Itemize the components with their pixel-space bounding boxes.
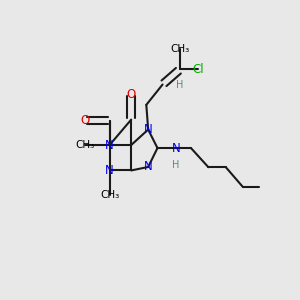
Text: N: N [105,164,114,177]
Text: H: H [172,160,179,170]
Text: N: N [144,123,152,136]
Text: N: N [172,142,180,154]
Text: O: O [80,114,90,127]
Text: O: O [127,88,136,101]
Text: Cl: Cl [193,63,204,76]
Text: N: N [105,139,114,152]
Text: H: H [176,80,184,89]
Text: N: N [144,160,152,173]
Text: CH₃: CH₃ [76,140,95,150]
Text: CH₃: CH₃ [170,44,189,54]
Text: CH₃: CH₃ [100,190,119,200]
